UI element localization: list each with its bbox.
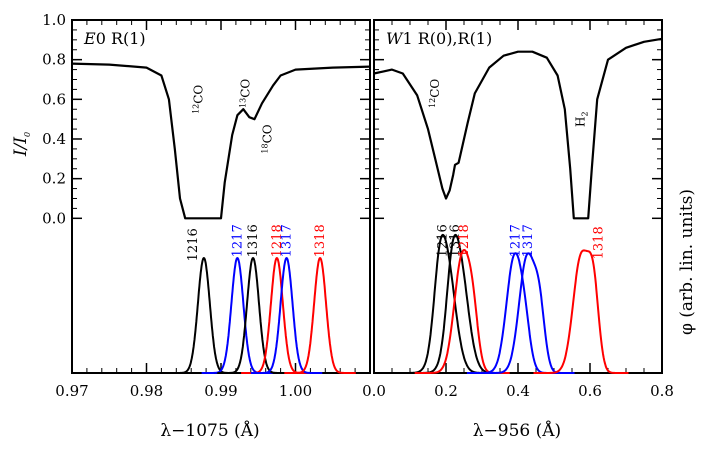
series-label-1317: 1317	[280, 224, 295, 257]
molecule-label: 12CO	[191, 85, 205, 114]
y-tick-label: 0.4	[42, 130, 66, 148]
profile-1317	[479, 252, 575, 374]
panel-label: W1 R(0),R(1)	[386, 29, 492, 48]
molecule-label: 18CO	[261, 124, 275, 153]
profile-1317	[250, 257, 323, 374]
plot-frame	[71, 19, 371, 374]
molecule-label: 12CO	[428, 79, 442, 108]
x-tick-label: 0.8	[650, 382, 674, 400]
profile-1216	[167, 257, 241, 374]
x-tick-label: 0.97	[55, 382, 88, 400]
y-tick-label: 1.0	[42, 11, 66, 29]
panel-e0: 0.97 0.98 0.99 1.00 0.0 0.2 0.4 0.6 0.8 1.0 E0 R(1…	[42, 11, 371, 400]
x-tick-label: 0.6	[578, 382, 602, 400]
series-label-1316: 1316	[246, 224, 261, 257]
series-label-1216: 1216	[186, 228, 201, 261]
x-tick-label: 0.99	[204, 382, 237, 400]
y-tick-label: 0.0	[42, 209, 66, 227]
series-label-1218: 1218	[457, 224, 472, 257]
transmission-line	[71, 62, 371, 220]
series-label-1316: 1316	[448, 224, 463, 257]
y-tick-label: 0.2	[42, 170, 66, 188]
series-label-1318: 1318	[592, 226, 607, 259]
profile-1318	[283, 257, 357, 374]
x-axis-title-w1: λ−956 (Å)	[473, 420, 561, 441]
x-tick-label: 0.98	[130, 382, 163, 400]
x-axis-title-e0: λ−1075 (Å)	[160, 420, 259, 441]
panel-label: E0 R(1)	[83, 29, 146, 48]
x-tick-label: 0.0	[362, 382, 386, 400]
y-axis-title: I/I0	[11, 132, 32, 157]
profile-1318	[533, 249, 629, 374]
profile-1218	[240, 257, 314, 374]
series-label-1318: 1318	[313, 224, 328, 257]
profile-1217	[201, 257, 274, 374]
molecule-label: 13CO	[238, 79, 252, 108]
right-axis-title: φ (arb. lin. units)	[677, 189, 697, 335]
series-label-1217: 1217	[230, 224, 245, 257]
profile-1316	[216, 257, 290, 374]
panel-w1: 0.0 0.2 0.4 0.6 0.8W1 R(0),R(1)12COH21216131…	[362, 19, 674, 400]
series-label-1217: 1217	[509, 224, 524, 257]
y-tick-label: 0.8	[42, 51, 66, 69]
molecule-label: H2	[574, 111, 590, 127]
x-tick-label: 0.2	[434, 382, 458, 400]
y-tick-label: 0.6	[42, 90, 66, 108]
series-label-1218: 1218	[270, 224, 285, 257]
x-tick-label: 0.4	[506, 382, 530, 400]
series-label-1216: 1216	[436, 224, 451, 257]
x-tick-label: 1.00	[279, 382, 312, 400]
transmission-line	[373, 37, 663, 220]
series-label-1317: 1317	[521, 224, 536, 257]
